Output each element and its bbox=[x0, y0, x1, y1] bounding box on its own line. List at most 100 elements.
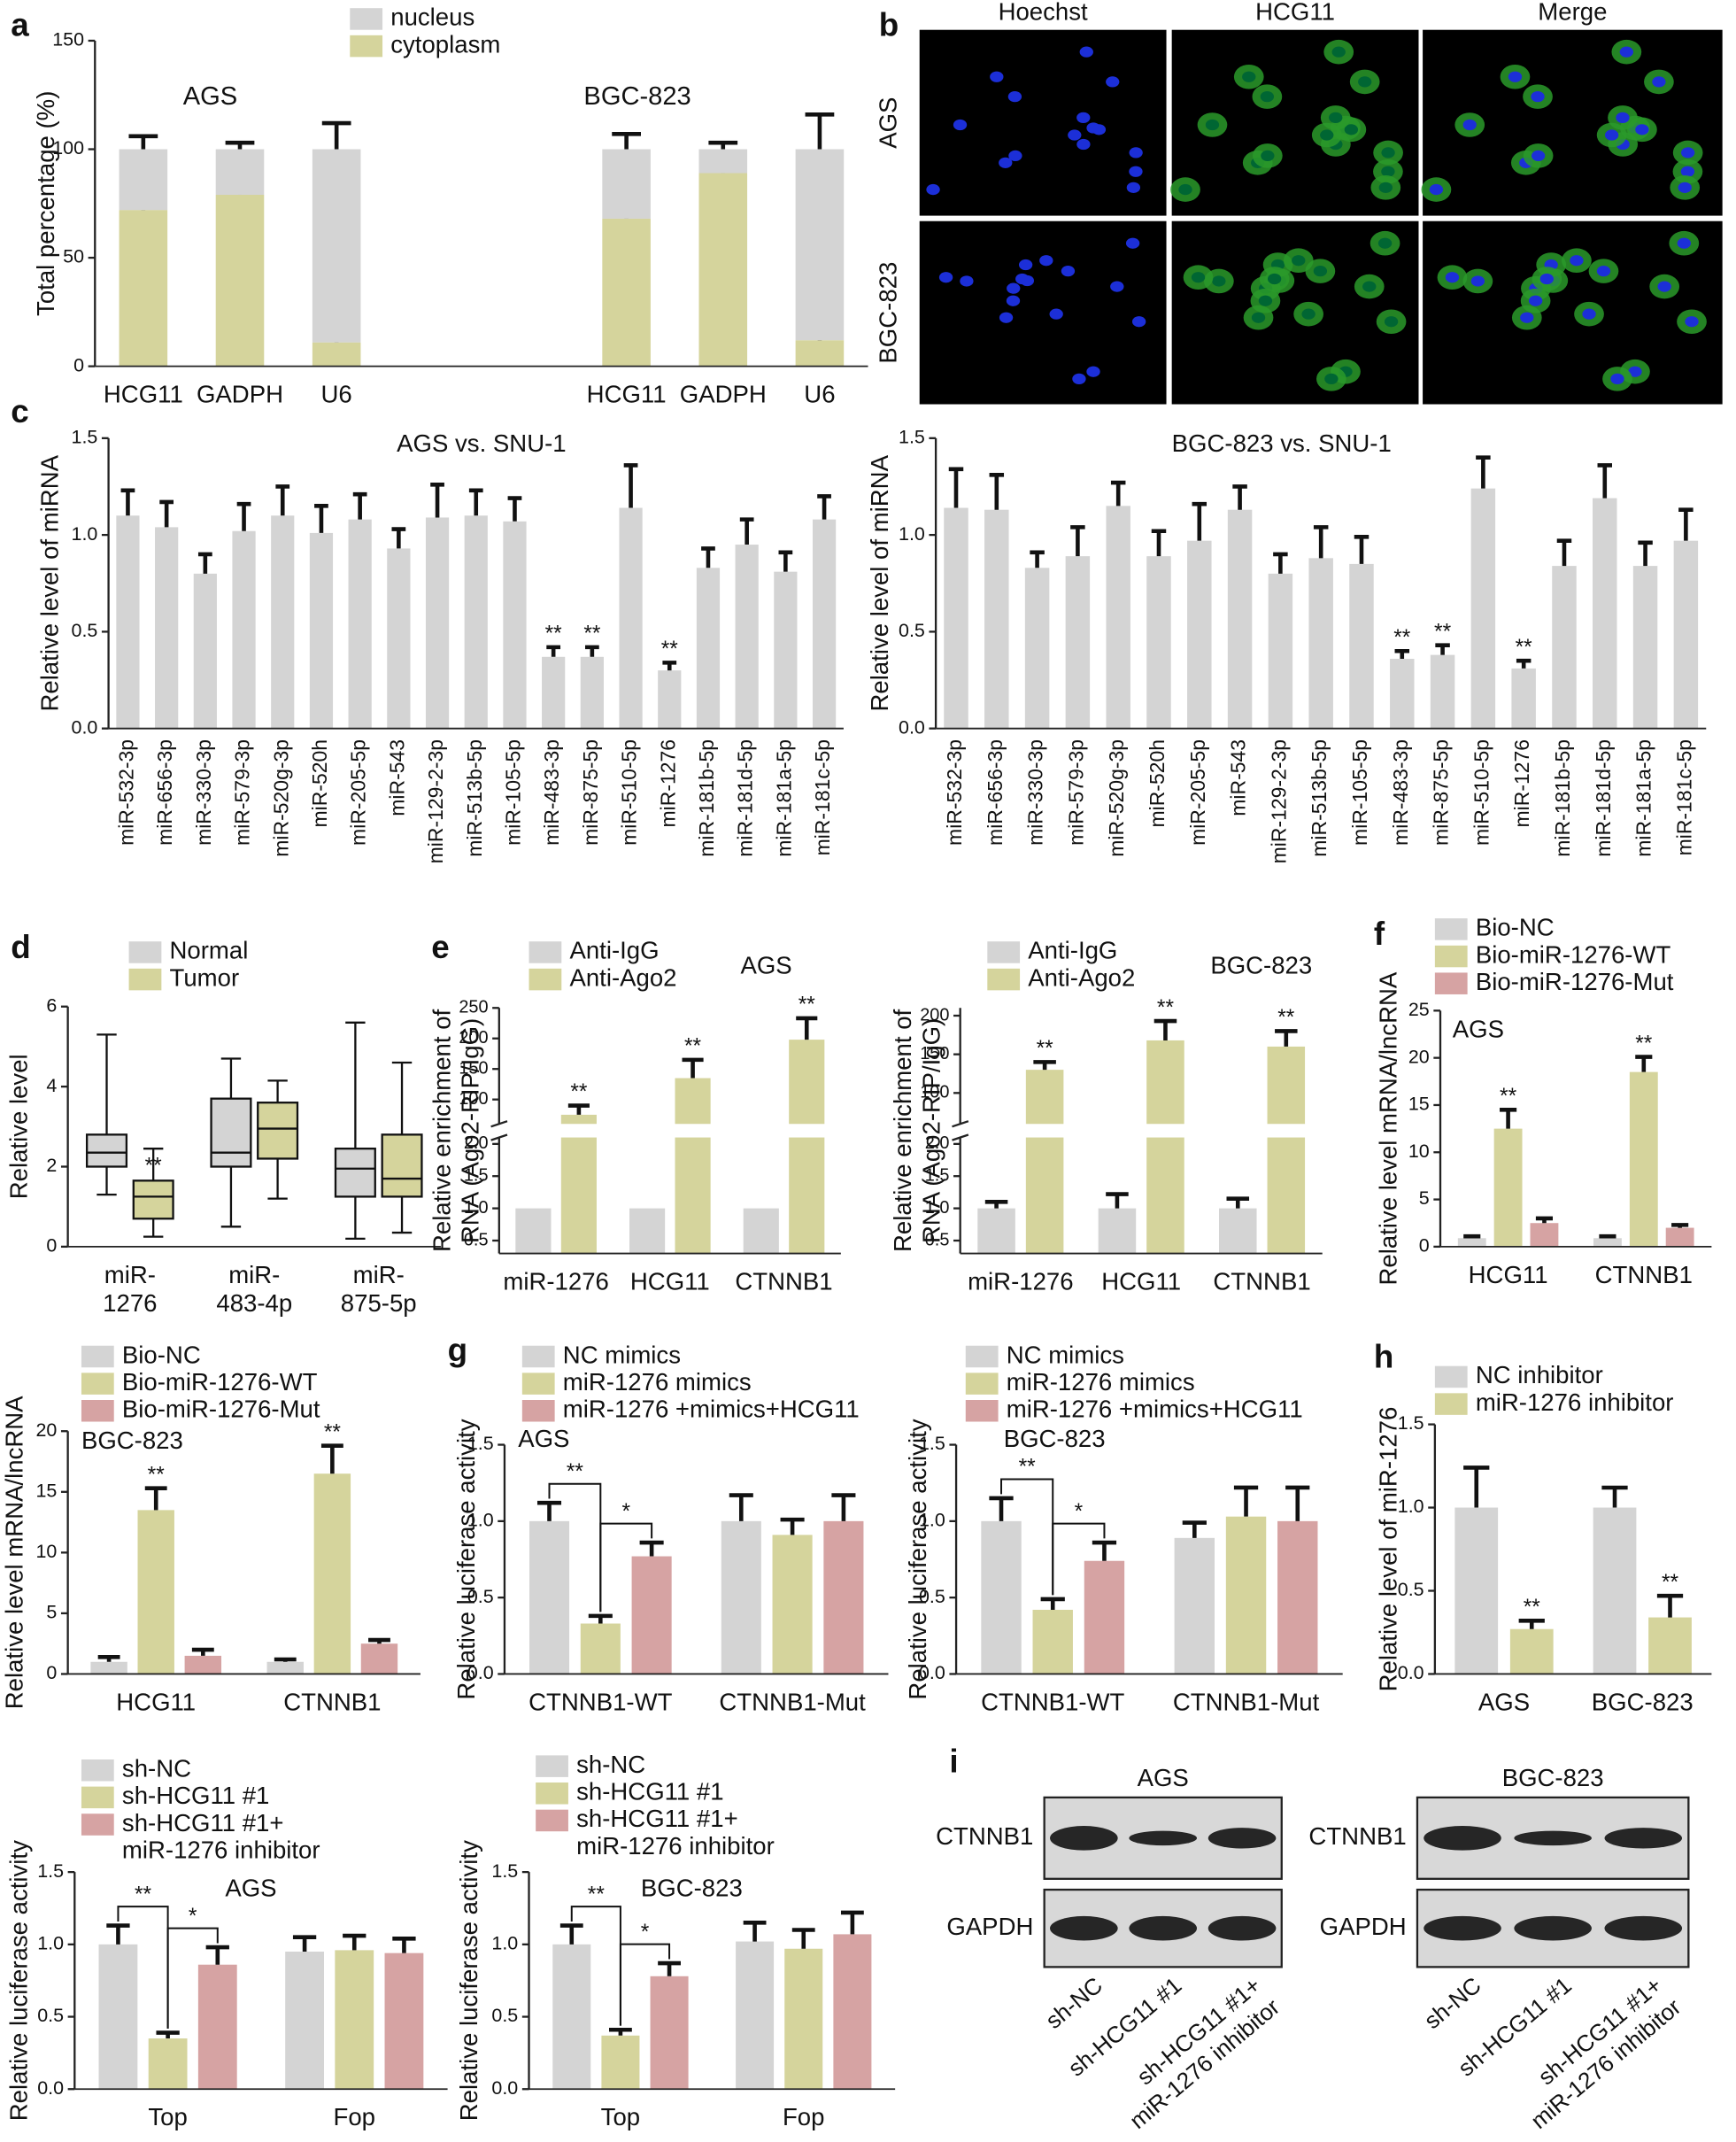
bracket-label: ** bbox=[567, 1460, 584, 1484]
y-tick-label: 200 bbox=[459, 1028, 488, 1048]
box bbox=[257, 1102, 299, 1160]
error-bar bbox=[1233, 1485, 1259, 1517]
bar bbox=[1084, 1560, 1125, 1674]
error-bar bbox=[559, 1923, 583, 1945]
x-tick-label: CTNNB1 bbox=[735, 1268, 832, 1295]
error-bar bbox=[708, 140, 738, 150]
y-tick-label: 0.0 bbox=[899, 716, 925, 738]
x-tick-label: miR-513b-5p bbox=[1308, 739, 1331, 857]
x-tick-label: miR-875-5p bbox=[579, 739, 602, 846]
x-tick-label: miR-543 bbox=[385, 739, 408, 816]
error-bar bbox=[1110, 480, 1126, 507]
bar bbox=[1267, 1046, 1306, 1254]
nucleus bbox=[1301, 308, 1316, 320]
error-bar bbox=[662, 661, 677, 671]
bar bbox=[1065, 556, 1091, 729]
bar bbox=[184, 1655, 222, 1674]
y-tick-label: 10 bbox=[36, 1541, 58, 1562]
error-bar bbox=[791, 1928, 815, 1949]
band bbox=[1514, 1915, 1592, 1941]
blot-title: AGS bbox=[1138, 1764, 1189, 1791]
nucleus bbox=[1384, 316, 1399, 328]
y-tick-label: 1.5 bbox=[925, 1165, 950, 1185]
legend-label: Bio-miR-1276-WT bbox=[1476, 940, 1671, 968]
x-tick-label: miR-181c-5p bbox=[1672, 739, 1695, 855]
legend-label: miR-1276 +mimics+HCG11 bbox=[563, 1396, 860, 1423]
legend-swatch bbox=[1434, 1393, 1468, 1415]
significance: ** bbox=[1434, 620, 1452, 644]
legend-label: miR-1276 inhibitor bbox=[122, 1836, 320, 1863]
chart-title: AGS bbox=[225, 1874, 276, 1901]
legend-swatch bbox=[1434, 945, 1468, 968]
y-tick-label: 5 bbox=[46, 1602, 57, 1623]
bar bbox=[1098, 1208, 1137, 1254]
y-tick-label: 0 bbox=[46, 1235, 57, 1257]
y-axis-label: Relative luciferase activity bbox=[455, 1840, 482, 2121]
nucleus bbox=[1260, 91, 1275, 103]
x-tick-label: miR-875-5p bbox=[1430, 739, 1453, 846]
error-bar bbox=[1153, 1018, 1177, 1040]
legend-swatch bbox=[521, 1400, 555, 1422]
error-bar bbox=[984, 1200, 1008, 1209]
band bbox=[1207, 1828, 1277, 1849]
nucleus bbox=[1125, 237, 1140, 249]
nucleus bbox=[1242, 71, 1256, 82]
significance: ** bbox=[1157, 996, 1175, 1020]
x-tick-label: miR-656-3p bbox=[153, 739, 176, 846]
y-tick-label: 0 bbox=[1419, 1235, 1430, 1257]
x-tick-label: U6 bbox=[804, 381, 835, 408]
y-axis-label: Relative luciferase activity bbox=[452, 1419, 480, 1699]
bar bbox=[360, 1643, 398, 1674]
legend-swatch bbox=[536, 1755, 568, 1777]
band bbox=[1129, 1830, 1198, 1846]
chart-title: AGS bbox=[518, 1425, 569, 1452]
error-bar bbox=[609, 2027, 632, 2036]
bar bbox=[148, 2038, 188, 2090]
significance: ** bbox=[1516, 636, 1533, 660]
x-tick-label: miR-520h bbox=[308, 739, 331, 828]
bar bbox=[1146, 1040, 1184, 1254]
column-label: Merge bbox=[1538, 0, 1607, 26]
nucleus bbox=[1079, 46, 1093, 58]
error-bar bbox=[1273, 552, 1288, 574]
legend-swatch bbox=[529, 941, 562, 963]
nucleus bbox=[1681, 147, 1695, 159]
error-bar bbox=[1556, 538, 1572, 567]
micrograph bbox=[919, 29, 1167, 216]
bar bbox=[981, 1520, 1022, 1674]
bar bbox=[601, 2035, 640, 2090]
bar bbox=[1430, 654, 1455, 729]
y-tick-label: 2 bbox=[46, 1155, 57, 1176]
error-bar bbox=[274, 1657, 297, 1662]
y-tick-label: 0.0 bbox=[491, 2077, 518, 2099]
band bbox=[1207, 1915, 1277, 1941]
y-tick-label: 100 bbox=[52, 137, 84, 159]
y-tick-label: 1.5 bbox=[467, 1433, 494, 1454]
bar bbox=[1632, 566, 1658, 729]
error-bar bbox=[120, 488, 135, 516]
band bbox=[1050, 1915, 1118, 1941]
error-bar bbox=[1226, 1196, 1250, 1209]
micrograph bbox=[1423, 220, 1723, 405]
legend-label: miR-1276 mimics bbox=[563, 1368, 752, 1396]
nucleus bbox=[1129, 147, 1143, 159]
y-tick-label: 150 bbox=[52, 29, 84, 50]
error-bar bbox=[292, 1935, 317, 1953]
bar bbox=[425, 517, 450, 729]
bar bbox=[1277, 1520, 1318, 1674]
error-bar bbox=[743, 1921, 767, 1942]
bar bbox=[215, 149, 265, 195]
protein-label: GAPDH bbox=[1320, 1913, 1407, 1940]
bar bbox=[743, 1208, 779, 1254]
box bbox=[381, 1133, 423, 1198]
x-tick-label: miR-513b-5p bbox=[463, 739, 486, 857]
x-tick-label: miR-483-3p bbox=[540, 739, 563, 846]
bar bbox=[384, 1953, 424, 2090]
x-tick-label: miR-105-5p bbox=[1348, 739, 1371, 846]
y-tick-label: 1.0 bbox=[919, 1510, 945, 1531]
error-bar bbox=[1463, 1233, 1481, 1239]
bar bbox=[1146, 556, 1171, 729]
panel-letter: e bbox=[431, 929, 449, 965]
axis-gap bbox=[501, 1124, 844, 1138]
bar bbox=[193, 573, 217, 729]
